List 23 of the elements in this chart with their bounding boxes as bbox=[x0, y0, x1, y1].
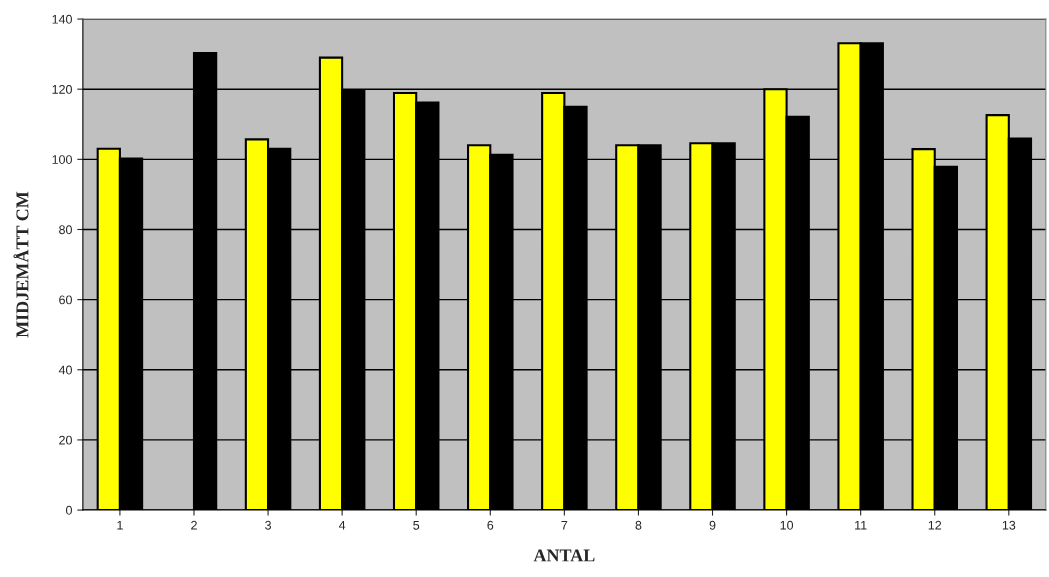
x-axis-title: ANTAL bbox=[533, 549, 595, 562]
x-tick-label: 3 bbox=[265, 520, 271, 530]
y-tick-label: 100 bbox=[52, 155, 72, 164]
y-tick-label: 60 bbox=[59, 295, 72, 305]
x-tick-label: 1 bbox=[117, 520, 123, 530]
x-tick-label: 5 bbox=[413, 520, 420, 530]
y-tick-label: 120 bbox=[52, 84, 72, 94]
x-tick-label: 12 bbox=[928, 520, 942, 530]
x-tick-label: 11 bbox=[855, 520, 867, 530]
x-tick-label: 13 bbox=[1002, 520, 1016, 530]
y-tick-label: 20 bbox=[59, 435, 72, 445]
y-tick-label: 80 bbox=[59, 225, 72, 235]
x-tick-label: 4 bbox=[338, 520, 346, 530]
y-axis-title: MIDJEMÅTT CM bbox=[13, 191, 29, 338]
x-tick-label: 9 bbox=[709, 520, 716, 530]
x-tick-label: 7 bbox=[561, 520, 568, 530]
x-tick-label: 8 bbox=[635, 520, 642, 530]
y-tick-label: 0 bbox=[65, 505, 72, 515]
x-tick-label: 2 bbox=[191, 520, 197, 530]
x-tick-label: 6 bbox=[487, 520, 494, 530]
y-tick-label: 140 bbox=[52, 14, 72, 24]
x-tick-label: 10 bbox=[780, 520, 794, 530]
y-tick-label: 40 bbox=[58, 365, 72, 375]
